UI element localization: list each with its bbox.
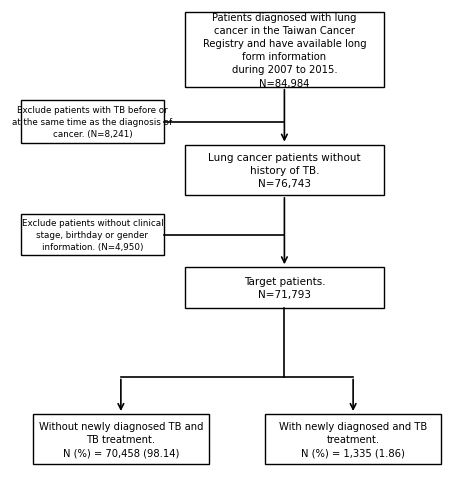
FancyBboxPatch shape <box>185 13 384 87</box>
FancyBboxPatch shape <box>185 268 384 308</box>
FancyBboxPatch shape <box>265 414 441 465</box>
Text: Without newly diagnosed TB and
TB treatment.
N (%) = 70,458 (98.14): Without newly diagnosed TB and TB treatm… <box>38 421 203 457</box>
Text: Exclude patients with TB before or
at the same time as the diagnosis of
cancer. : Exclude patients with TB before or at th… <box>12 106 173 139</box>
FancyBboxPatch shape <box>21 101 164 144</box>
Text: Target patients.
N=71,793: Target patients. N=71,793 <box>244 276 325 300</box>
FancyBboxPatch shape <box>33 414 209 465</box>
FancyBboxPatch shape <box>21 215 164 255</box>
FancyBboxPatch shape <box>185 145 384 196</box>
Text: Lung cancer patients without
history of TB.
N=76,743: Lung cancer patients without history of … <box>208 152 361 189</box>
Text: Patients diagnosed with lung
cancer in the Taiwan Cancer
Registry and have avail: Patients diagnosed with lung cancer in t… <box>202 12 366 88</box>
Text: Exclude patients without clinical
stage, birthday or gender
information. (N=4,95: Exclude patients without clinical stage,… <box>22 219 163 252</box>
Text: With newly diagnosed and TB
treatment.
N (%) = 1,335 (1.86): With newly diagnosed and TB treatment. N… <box>279 421 427 457</box>
